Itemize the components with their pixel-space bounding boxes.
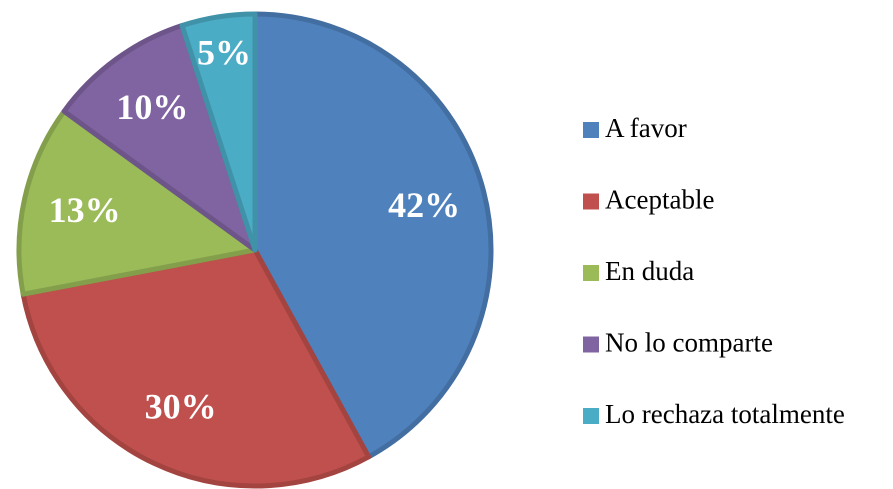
pie-slice bbox=[16, 108, 258, 297]
data-label: 10% bbox=[116, 87, 188, 127]
legend-label: Lo rechaza totalmente bbox=[605, 399, 845, 429]
legend-label: En duda bbox=[605, 256, 694, 286]
pie-slice bbox=[252, 11, 494, 460]
legend-swatch bbox=[583, 265, 599, 281]
data-label: 42% bbox=[388, 185, 460, 225]
legend-swatch bbox=[583, 122, 599, 138]
data-label: 5% bbox=[197, 32, 251, 72]
legend-swatch bbox=[583, 193, 599, 210]
legend-swatch bbox=[583, 336, 599, 353]
data-label: 30% bbox=[145, 386, 217, 426]
legend-label: No lo comparte bbox=[605, 328, 773, 358]
data-label: 13% bbox=[49, 190, 121, 230]
pie-slice bbox=[20, 247, 372, 489]
pie-slice bbox=[179, 11, 258, 253]
pie-slice bbox=[61, 23, 258, 253]
legend-label: A favor bbox=[605, 113, 687, 143]
legend-swatch bbox=[583, 408, 599, 424]
legend-label: Aceptable bbox=[605, 185, 714, 215]
